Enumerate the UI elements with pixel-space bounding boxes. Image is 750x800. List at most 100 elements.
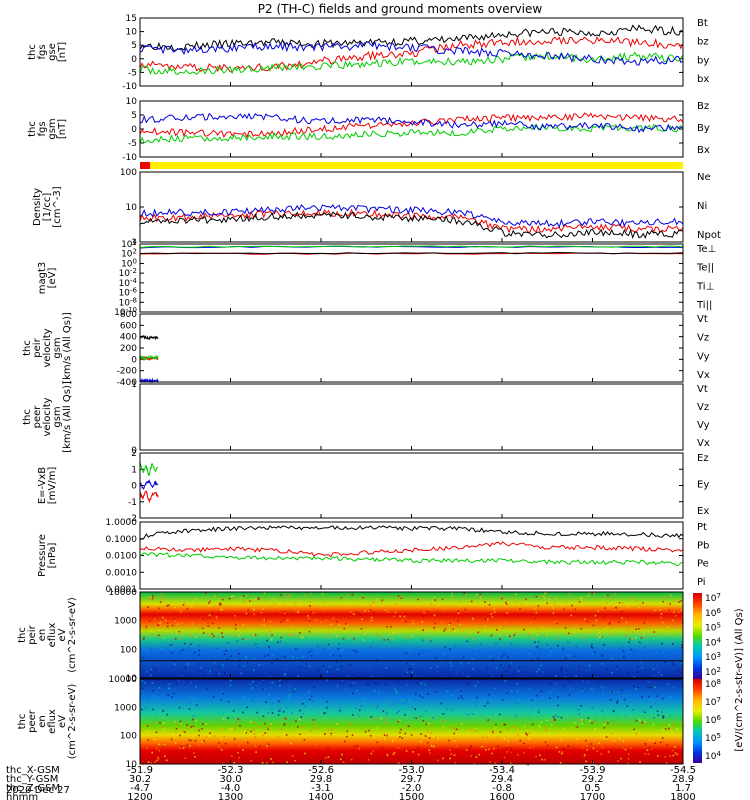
heatmap-speck xyxy=(196,604,198,606)
heatmap-speck xyxy=(386,754,389,757)
heatmap-speck xyxy=(652,723,655,726)
heatmap-speck xyxy=(162,681,165,684)
heatmap-speck xyxy=(569,687,572,690)
heatmap-speck xyxy=(412,622,414,625)
ephem-value: -53.4 xyxy=(489,765,515,776)
heatmap-speck xyxy=(353,669,356,672)
heatmap-speck xyxy=(154,761,156,763)
heatmap-speck xyxy=(397,747,400,749)
heatmap-speck xyxy=(280,594,282,596)
heatmap-speck xyxy=(598,632,601,634)
heatmap-speck xyxy=(215,636,217,638)
heatmap-speck xyxy=(277,735,279,738)
heatmap-speck xyxy=(496,629,498,631)
heatmap-speck xyxy=(668,724,671,727)
heatmap-speck xyxy=(471,713,474,715)
heatmap-speck xyxy=(220,603,222,606)
heatmap-speck xyxy=(229,679,232,682)
heatmap-speck xyxy=(368,683,371,686)
heatmap-speck xyxy=(430,603,432,605)
heatmap-speck xyxy=(646,651,649,654)
heatmap-speck xyxy=(523,658,526,661)
heatmap-speck xyxy=(258,664,261,666)
heatmap-speck xyxy=(197,663,200,665)
heatmap-speck xyxy=(191,735,194,738)
heatmap-speck xyxy=(285,706,287,709)
heatmap-speck xyxy=(386,626,389,628)
heatmap-speck xyxy=(164,704,167,706)
heatmap-speck xyxy=(543,597,546,600)
heatmap-speck xyxy=(434,737,437,739)
heatmap-speck xyxy=(395,690,397,693)
heatmap-speck xyxy=(217,611,220,614)
heatmap-speck xyxy=(585,669,588,671)
heatmap-speck xyxy=(570,700,572,702)
heatmap-speck xyxy=(287,632,290,635)
heatmap-speck xyxy=(300,716,302,718)
heatmap-speck xyxy=(428,737,431,739)
heatmap-speck xyxy=(623,698,626,701)
heatmap-speck xyxy=(650,748,653,750)
heatmap-speck xyxy=(146,671,148,673)
heatmap-speck xyxy=(629,638,632,641)
heatmap-speck xyxy=(471,629,473,631)
heatmap-speck xyxy=(179,734,181,737)
heatmap-speck xyxy=(628,606,630,609)
heatmap-speck xyxy=(449,661,452,664)
heatmap-speck xyxy=(389,704,392,706)
heatmap-speck xyxy=(203,614,206,616)
orbit-bar-red xyxy=(140,162,150,169)
heatmap-speck xyxy=(607,594,609,597)
heatmap-speck xyxy=(166,622,169,624)
heatmap-speck xyxy=(205,601,207,604)
heatmap-speck xyxy=(232,710,235,712)
heatmap-speck xyxy=(491,752,493,755)
heatmap-speck xyxy=(180,611,182,613)
heatmap-speck xyxy=(470,600,473,603)
heatmap-speck xyxy=(323,669,326,672)
heatmap-speck xyxy=(344,740,346,743)
heatmap-speck xyxy=(655,651,657,654)
ytick-label-peir_en_eflux: 100 xyxy=(120,645,137,655)
heatmap-speck xyxy=(680,671,682,673)
heatmap-speck xyxy=(443,630,445,632)
heatmap-speck xyxy=(156,596,159,599)
heatmap-speck xyxy=(154,618,156,620)
heatmap-speck xyxy=(141,708,143,711)
heatmap-speck xyxy=(591,592,594,594)
heatmap-speck xyxy=(472,752,475,755)
ytick-label-pressure: 0.0100 xyxy=(106,552,138,562)
heatmap-speck xyxy=(257,726,259,729)
ephem-label: hhmm xyxy=(6,792,38,800)
ytick-label-temperature: 10-6 xyxy=(119,287,138,299)
ephem-label: thc_Y-GSM xyxy=(6,774,58,785)
frame-peer_velocity xyxy=(139,383,684,451)
heatmap-speck xyxy=(417,753,420,756)
ytick-label-peir_velocity: 0 xyxy=(131,355,137,365)
heatmap-speck xyxy=(633,685,635,688)
heatmap-speck xyxy=(397,762,400,764)
heatmap-speck xyxy=(409,681,412,684)
heatmap-speck xyxy=(405,672,407,675)
colorbar-tick-top: 104 xyxy=(705,636,721,648)
heatmap-speck xyxy=(414,708,416,710)
heatmap-speck xyxy=(594,720,596,723)
heatmap-speck xyxy=(289,604,292,607)
heatmap-speck xyxy=(511,637,513,640)
heatmap-speck xyxy=(673,723,675,725)
heatmap-speck xyxy=(284,595,287,598)
heatmap-speck xyxy=(271,695,273,697)
heatmap-speck xyxy=(252,680,254,683)
heatmap-speck xyxy=(542,671,545,674)
heatmap-speck xyxy=(214,595,216,598)
heatmap-speck xyxy=(290,749,293,752)
heatmap-speck xyxy=(218,740,221,743)
heatmap-speck xyxy=(425,736,427,738)
heatmap-speck xyxy=(289,676,292,678)
heatmap-speck xyxy=(448,675,450,677)
heatmap-speck xyxy=(213,635,215,638)
heatmap-speck xyxy=(570,727,573,729)
ytick-label-fgs_gsm: -10 xyxy=(122,153,137,163)
heatmap-speck xyxy=(152,708,154,711)
heatmap-speck xyxy=(141,680,144,682)
